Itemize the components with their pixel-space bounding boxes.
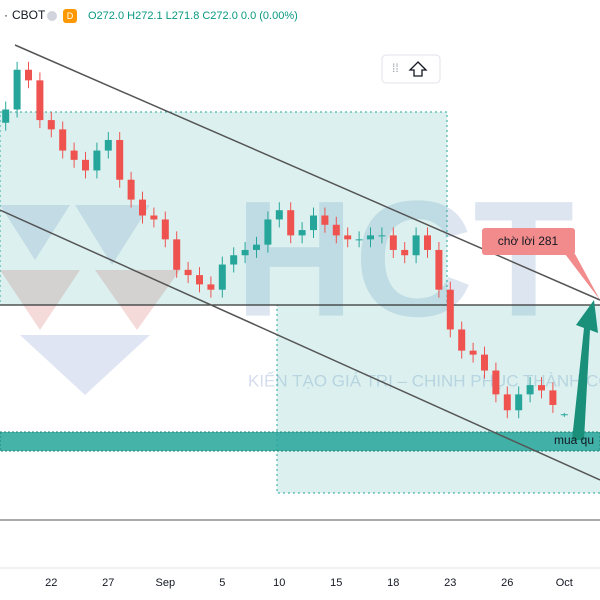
candle-body [287,210,295,236]
candle-body [82,159,89,171]
x-tick-label: 10 [273,577,285,589]
candle-body [275,210,283,220]
watermark-slogan: KIẾN TẠO GIÁ TRỊ – CHINH PHỤC THÀNH CÔNG [248,371,600,390]
logo-shape [20,335,150,395]
candle-body [70,150,78,160]
candle-body [253,244,260,250]
candle-body [36,80,44,121]
logo-shape [0,270,80,330]
candle-body [139,199,146,216]
band-label: mua qu [554,433,594,447]
candle-body [321,215,329,225]
candle-body [127,179,135,200]
status-dot [47,11,57,21]
callout-pointer [565,254,600,300]
symbol[interactable]: CBOT [12,8,46,22]
drag-handle[interactable]: ⁞⁞ [392,61,399,75]
candle-body [230,255,238,265]
x-tick-label: 23 [444,577,456,589]
x-tick-label: 26 [501,577,513,589]
candle-body [526,385,534,395]
target-arrow [572,300,598,440]
x-tick-label: 27 [102,577,114,589]
candle-body [378,235,386,237]
candle-body [538,385,545,391]
interval: D [67,11,74,21]
candle-body [424,235,431,250]
zone [276,304,600,494]
candle-body [104,139,112,151]
candle-body [207,284,215,290]
x-tick-label: 15 [330,577,342,589]
candle-body [492,370,500,395]
candle-body [241,249,249,256]
x-axis: 22 27 Sep 5 10 15 18 23 26 Oct [45,577,573,589]
candle-body [560,414,568,416]
candle-body [355,239,363,241]
candle-body [503,394,511,411]
header-sep: · [4,8,8,22]
callout-box [482,228,575,255]
candle-body [298,230,306,236]
x-tick-label: Oct [556,577,573,589]
channel-bottom [0,209,600,481]
candle-body [13,69,21,110]
candle-body [116,139,124,180]
x-tick-label: 5 [219,577,225,589]
logo-shape [0,205,70,260]
candle-body [344,235,352,240]
candle-body [184,269,192,276]
candle-body [173,239,181,270]
candle-body [218,264,226,290]
candle-body [59,129,67,151]
candle-body [412,235,420,256]
ohlc: O272.0 H272.1 L271.8 C272.0 0.0 (0.00%) [88,10,298,22]
candle-body [515,394,523,411]
candle-body [435,249,443,290]
x-tick-label: Sep [156,577,176,589]
candle-body [196,275,203,285]
candle-body [446,289,454,330]
channel-top [14,44,600,301]
x-tick-label: 18 [387,577,399,589]
plot: HCT KIẾN TẠO GIÁ TRỊ – CHINH PHỤC THÀNH … [0,44,600,521]
candles [2,61,568,419]
logo-shape [95,270,180,330]
candle-body [264,219,272,245]
candle-body [161,219,169,240]
candle-body [367,235,374,240]
candle-body [150,215,158,220]
callout-text: chờ lời 281 [498,234,559,248]
interval-badge [63,9,77,23]
header-bar [0,0,600,30]
x-tick-label: 22 [45,577,57,589]
candle-body [549,390,557,405]
candle-body [401,249,409,256]
candle-body [458,329,466,351]
candle-body [2,109,10,123]
buy-band [0,431,600,452]
candle-body [93,150,101,171]
candle-body [389,235,397,250]
up-arrow-button[interactable] [408,61,428,77]
logo-shape [75,205,150,265]
candle-body [47,120,55,130]
candle-body [310,215,317,231]
candle-body [332,224,340,236]
candle-body [469,350,477,355]
candle-body [481,354,488,371]
candle-body [25,69,32,81]
